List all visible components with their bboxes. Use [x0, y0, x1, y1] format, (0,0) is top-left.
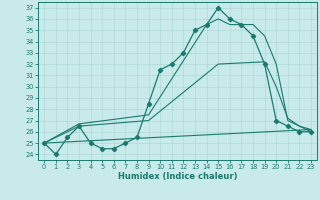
- X-axis label: Humidex (Indice chaleur): Humidex (Indice chaleur): [118, 172, 237, 181]
